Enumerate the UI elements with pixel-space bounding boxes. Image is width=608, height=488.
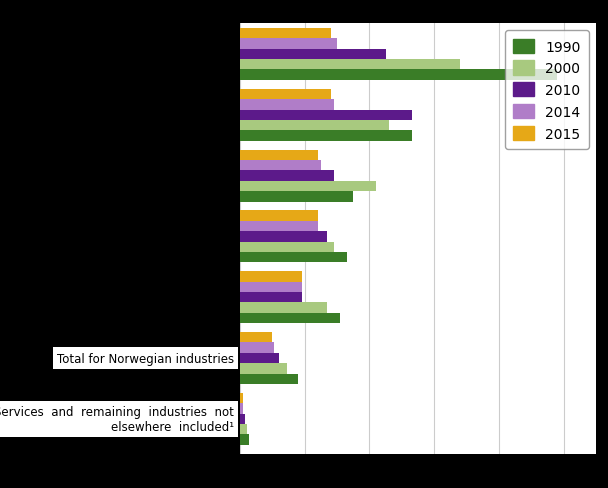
Bar <box>240 171 334 182</box>
Bar <box>240 414 244 424</box>
Bar <box>240 192 353 202</box>
Bar <box>240 60 460 70</box>
Legend: 1990, 2000, 2010, 2014, 2015: 1990, 2000, 2010, 2014, 2015 <box>505 31 589 149</box>
Bar <box>240 242 334 252</box>
Bar <box>240 404 243 414</box>
Bar <box>240 70 557 81</box>
Bar <box>240 39 337 50</box>
Bar <box>240 232 328 242</box>
Bar <box>240 222 318 232</box>
Bar <box>240 121 389 131</box>
Bar <box>240 161 321 171</box>
Bar <box>240 313 340 324</box>
Bar <box>240 131 412 142</box>
Bar <box>240 424 247 435</box>
Bar <box>240 211 318 222</box>
Bar <box>240 252 347 263</box>
Bar <box>240 282 302 292</box>
Bar <box>240 292 302 303</box>
Bar <box>240 435 249 445</box>
Bar <box>240 353 279 364</box>
Bar <box>240 50 385 60</box>
Text: Total for Norwegian industries: Total for Norwegian industries <box>57 352 234 365</box>
Bar <box>240 303 328 313</box>
Bar <box>240 343 274 353</box>
Bar <box>240 272 302 282</box>
Bar <box>240 374 299 384</box>
Bar <box>240 393 243 404</box>
Bar <box>240 29 331 39</box>
Bar <box>240 100 334 110</box>
Bar <box>240 332 272 343</box>
Bar <box>240 110 412 121</box>
Bar <box>240 182 376 192</box>
Bar <box>240 150 318 161</box>
Bar <box>240 90 331 100</box>
Text: Services  and  remaining  industries  not
    elsewhere  included¹: Services and remaining industries not el… <box>0 405 234 433</box>
Bar <box>240 364 287 374</box>
